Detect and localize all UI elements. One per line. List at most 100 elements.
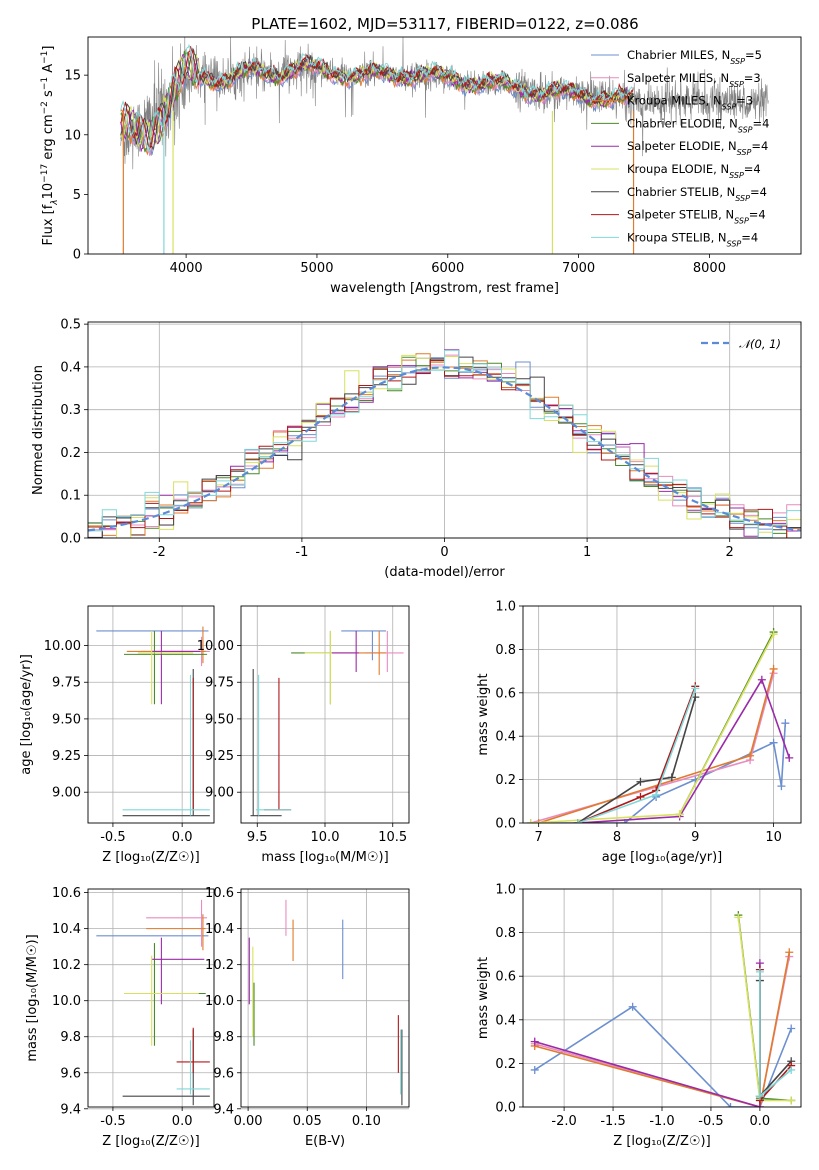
y-axis-label-part: ]: [41, 46, 56, 51]
legend-value: =4: [741, 230, 758, 244]
y-tick-label: 0.5: [60, 318, 81, 333]
weight-line-salpeter-elodie: [577, 677, 791, 823]
y-axis-label-part: A: [41, 64, 56, 77]
x-tick-label: -0.5: [100, 1114, 125, 1129]
y-tick-label: 0.2: [60, 446, 81, 461]
y-tick-label: 0.6: [495, 686, 516, 701]
legend-name: Salpeter ELODIE, N: [627, 139, 737, 153]
weight-marker-kroupa-miles: [534, 819, 543, 823]
panel-mass-vs-Z: -0.5 0.0 9.4 9.6 9.8 10.0 10.2 10.4 10.6 Z [log₁₀…: [25, 886, 215, 1149]
x-tick-label: -2: [153, 545, 166, 560]
y-tick-label: 9.00: [205, 786, 234, 801]
legend-sub: SSP: [734, 216, 749, 225]
legend-value: =4: [751, 139, 768, 153]
observed-spectrum: [120, 37, 769, 170]
y-tick-label: 10.4: [205, 922, 234, 937]
figure-title: PLATE=1602, MJD=53117, FIBERID=0122, z=0…: [251, 15, 638, 33]
legend-label-salpeter-stelib: Salpeter STELIB, NSSP=4: [627, 208, 766, 226]
x-axis-label: age [log₁₀(age/yr)]: [602, 850, 723, 865]
y-tick-label: 10: [64, 128, 81, 143]
weight-marker-salpeter-elodie: [785, 753, 794, 762]
y-axis-label-part: −1: [40, 77, 50, 90]
axes-frame: [87, 321, 802, 539]
x-axis-label: wavelength [Angstrom, rest frame]: [330, 281, 559, 296]
x-tick-label: 7: [535, 830, 543, 845]
x-tick-label: 0.0: [750, 1114, 771, 1129]
y-tick-label: 0.8: [495, 926, 516, 941]
x-tick-label: 0.0: [172, 830, 193, 845]
weight-marker-chabrier-miles: [769, 738, 778, 747]
y-tick-label: 9.75: [205, 676, 234, 691]
y-axis-label-part: erg cm: [41, 114, 56, 163]
plot-area: [120, 37, 769, 254]
y-tick-label: 5: [73, 188, 81, 203]
legend-name: Kroupa STELIB, N: [627, 230, 727, 244]
weight-marker-chabrier-miles: [781, 719, 790, 728]
weight-marker-chabrier-stelib: [636, 777, 645, 786]
legend-value: =5: [745, 48, 762, 62]
y-tick-label: 0.1: [60, 489, 81, 504]
weight-marker-kroupa-elodie: [675, 810, 684, 819]
y-tick-label: 9.50: [52, 712, 81, 727]
y-tick-label: 1.0: [495, 600, 516, 615]
legend-sub: SSP: [735, 193, 750, 202]
weight-marker-kroupa-elodie: [734, 913, 743, 922]
x-axis-label: mass [log₁₀(M/M☉)]: [261, 850, 388, 865]
y-axis-label-part: Flux [f: [41, 204, 56, 245]
x-tick-label: 1: [583, 545, 591, 560]
legend-name: Kroupa ELODIE, N: [627, 162, 729, 176]
y-tick-label: 9.6: [213, 1066, 234, 1081]
legend-value: =4: [753, 116, 770, 130]
legend-value: =3: [744, 71, 761, 85]
weight-marker-chabrier-stelib: [667, 773, 676, 782]
y-tick-label: 0.2: [495, 773, 516, 788]
weight-marker-kroupa-miles: [746, 751, 755, 760]
y-tick-label: 9.6: [60, 1066, 81, 1081]
y-axis-label-part: λ: [50, 199, 60, 205]
panel-residuals: -2 -1 0 1 2 0.0 0.1 0.2 0.3 0.4 0.5 (data-model)/er…: [31, 318, 802, 580]
weight-line-salpeter-elodie: [534, 963, 761, 1107]
y-tick-label: 0.0: [495, 1101, 516, 1116]
x-tick-label: 2: [726, 545, 734, 560]
x-tick-label: -1.5: [600, 1114, 625, 1129]
weight-marker-kroupa-stelib: [691, 684, 700, 693]
y-tick-label: 0.0: [495, 817, 516, 832]
y-tick-label: 9.25: [52, 749, 81, 764]
weight-line-chabrier-miles: [530, 723, 787, 823]
x-axis-label: (data-model)/error: [384, 565, 505, 580]
y-tick-label: 0.2: [495, 1057, 516, 1072]
plot-area: [96, 626, 210, 817]
y-axis-label-part: s: [41, 90, 56, 101]
legend-sub: SSP: [737, 148, 752, 157]
y-tick-label: 10.0: [205, 994, 234, 1009]
panel-weight-vs-Z: -2.0 -1.5 -1.0 -0.5 0.0 0.0 0.2 0.4 0.6 0.8 1.0 Z […: [476, 883, 802, 1149]
y-axis-label-part: −17: [40, 164, 50, 183]
legend-value: =4: [744, 162, 761, 176]
x-tick-label: 0.05: [293, 1114, 322, 1129]
x-axis-label: Z [log₁₀(Z/Z☉)]: [102, 850, 199, 865]
y-tick-label: 0.3: [60, 403, 81, 418]
x-axis-label: Z [log₁₀(Z/Z☉)]: [102, 1134, 199, 1149]
y-tick-label: 9.25: [205, 749, 234, 764]
y-tick-label: 9.4: [60, 1102, 81, 1117]
weight-marker-kroupa-stelib: [573, 819, 582, 823]
y-tick-label: 0: [73, 248, 81, 263]
panel-mass-vs-ebv: 0.00 0.05 0.10 9.4 9.6 9.8 10.0 10.2 10.4 10.6 E(B…: [205, 886, 410, 1149]
plot-area: [88, 349, 801, 538]
x-tick-label: 8: [613, 830, 621, 845]
x-tick-label: 9: [691, 830, 699, 845]
panel-spectrum: 4000 5000 6000 7000 8000 0 5 10 15 wavelength [An…: [40, 36, 802, 296]
weight-marker-kroupa-elodie: [526, 819, 535, 823]
axes-frame: [240, 605, 410, 824]
weight-marker-kroupa-stelib: [755, 967, 764, 976]
legend-label-kroupa-elodie: Kroupa ELODIE, NSSP=4: [627, 162, 761, 180]
axes-frame: [522, 888, 802, 1108]
y-tick-label: 9.75: [52, 676, 81, 691]
axes-frame: [87, 888, 215, 1108]
weight-marker-chabrier-miles: [777, 782, 786, 791]
x-tick-label: 0.00: [234, 1114, 263, 1129]
weight-marker-salpeter-elodie: [530, 1037, 539, 1046]
legend-value: =4: [750, 185, 767, 199]
weight-marker-kroupa-stelib: [652, 790, 661, 799]
